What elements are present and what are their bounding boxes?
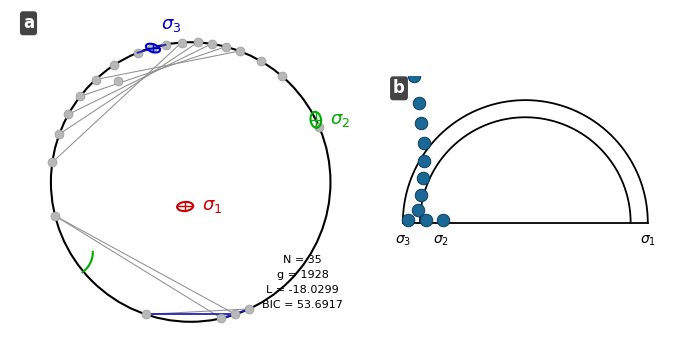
Text: $\sigma_1$: $\sigma_1$	[202, 197, 222, 215]
Text: N = 35
g = 1928
L = -18.0299
BIC = 53.6917: N = 35 g = 1928 L = -18.0299 BIC = 53.69…	[262, 256, 343, 310]
Text: $\sigma_3$: $\sigma_3$	[161, 16, 181, 34]
Text: b: b	[393, 79, 405, 97]
Text: $\sigma_3$: $\sigma_3$	[395, 234, 411, 248]
Text: a: a	[23, 14, 34, 32]
Text: $\sigma_2$: $\sigma_2$	[330, 111, 351, 129]
Text: $\sigma_1$: $\sigma_1$	[639, 234, 656, 248]
Text: $\sigma_2$: $\sigma_2$	[433, 234, 449, 248]
